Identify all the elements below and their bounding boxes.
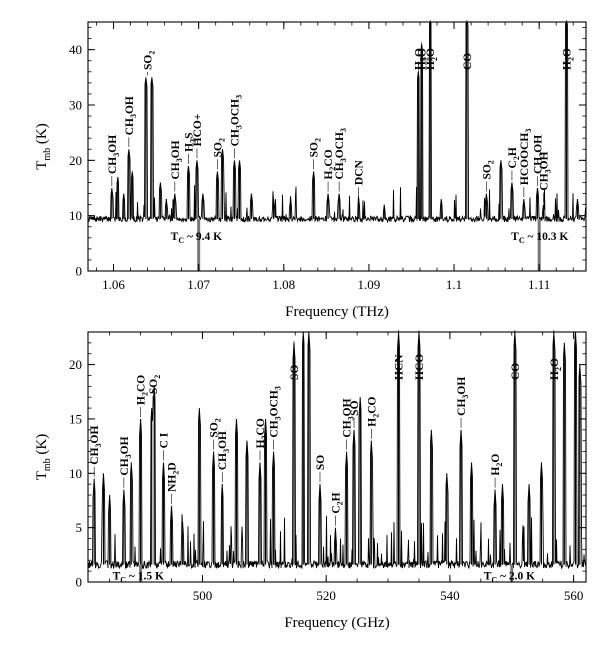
line-annotation-7: SO2 xyxy=(209,418,223,437)
x-axis-title: Frequency (GHz) xyxy=(284,615,389,631)
line-annotation-19: CH3OH xyxy=(456,377,470,416)
x-tick-label: 500 xyxy=(193,588,213,603)
x-tick-label: 520 xyxy=(316,588,336,603)
x-tick-label: 1.07 xyxy=(187,277,210,292)
line-annotation-5: C I xyxy=(158,432,170,448)
x-axis-title: Frequency (THz) xyxy=(285,304,389,320)
line-annotation-6: HCO+ xyxy=(192,114,204,147)
line-annotation-10: H2CO xyxy=(323,149,337,179)
tc-label-2: TC ~ 10.3 K xyxy=(511,231,568,245)
line-annotation-1: CH3OH xyxy=(89,426,103,465)
line-annotation-5: H2S xyxy=(183,133,197,152)
x-tick-label: 540 xyxy=(440,588,460,603)
line-annotation-11: SO xyxy=(289,365,301,380)
tc-marker-1 xyxy=(197,218,201,271)
line-annotation-2: CH3OH xyxy=(124,96,138,135)
line-annotation-12: DCN xyxy=(354,159,366,185)
tc-label-2: TC ~ 2.0 K xyxy=(484,571,535,585)
x-tick-label: 1.1 xyxy=(446,277,462,292)
line-annotation-11: CH3OCH3 xyxy=(334,128,348,179)
line-annotation-16: CO xyxy=(462,53,474,70)
line-annotation-22: H2O xyxy=(549,358,563,380)
y-tick-label: 5 xyxy=(76,520,83,535)
x-tick-label: 1.06 xyxy=(102,277,125,292)
plot-frame xyxy=(87,21,587,272)
line-annotation-8: CH3OCH3 xyxy=(229,95,243,146)
y-tick-label: 30 xyxy=(69,98,82,113)
line-annotation-17: HCN xyxy=(394,354,406,380)
line-annotation-9: H2CO xyxy=(255,418,269,448)
tc-marker-2 xyxy=(537,218,541,271)
y-axis-title: Tmb (K) xyxy=(34,434,53,481)
line-annotation-4: CH3OH xyxy=(170,140,184,179)
y-tick-label: 15 xyxy=(69,411,82,426)
line-annotation-10: CH3OCH3 xyxy=(269,386,283,437)
line-annotation-14: H2O xyxy=(417,48,431,70)
y-tick-label: 20 xyxy=(69,153,82,168)
line-annotation-21: CO xyxy=(510,363,522,380)
line-annotation-22: H2O xyxy=(561,48,575,70)
line-annotation-15: SO xyxy=(349,400,361,415)
line-annotation-21: CH3OH xyxy=(538,151,552,190)
line-annotation-4: SO2 xyxy=(148,375,162,394)
line-annotation-17: SO2 xyxy=(481,160,495,179)
line-annotation-1: CH3OH xyxy=(107,135,121,174)
line-annotation-13: H2O xyxy=(413,48,427,70)
x-tick-label: 560 xyxy=(564,588,584,603)
line-annotation-7: SO2 xyxy=(212,138,226,157)
y-tick-label: 20 xyxy=(69,357,82,372)
line-annotation-14: CH3OH xyxy=(342,398,356,437)
line-annotation-16: H2CO xyxy=(366,396,380,426)
line-annotation-18: HCO xyxy=(414,354,426,380)
line-annotation-9: SO2 xyxy=(309,138,323,157)
line-annotation-2: CH3OH xyxy=(119,436,133,475)
y-tick-label: 0 xyxy=(76,264,83,279)
x-tick-label: 1.09 xyxy=(358,277,381,292)
line-annotation-8: CH3OH xyxy=(217,431,231,470)
line-annotation-13: C2H xyxy=(330,492,344,513)
y-axis-title: Tmb (K) xyxy=(34,123,53,170)
x-tick-label: 1.11 xyxy=(528,277,550,292)
line-annotation-12: SO xyxy=(315,455,327,470)
tc-label-1: TC ~ 9.4 K xyxy=(171,231,222,245)
y-tick-label: 10 xyxy=(69,208,82,223)
spectrum-trace xyxy=(88,22,586,224)
y-tick-label: 0 xyxy=(76,575,83,590)
line-annotation-3: H2CO xyxy=(136,375,150,405)
tc-marker-1 xyxy=(139,564,143,582)
line-annotation-3: SO2 xyxy=(143,51,157,70)
y-tick-label: 10 xyxy=(69,466,82,481)
line-annotation-18: C2H xyxy=(507,147,521,168)
line-annotation-19: HCOOCH3 xyxy=(519,129,533,185)
line-annotation-6: NH2D xyxy=(167,462,181,492)
tc-marker-2 xyxy=(510,564,514,582)
y-tick-label: 40 xyxy=(69,42,82,57)
line-annotation-20: CH3OH xyxy=(532,135,546,174)
tc-label-1: TC ~ 1.5 K xyxy=(113,571,164,585)
x-tick-label: 1.08 xyxy=(272,277,295,292)
line-annotation-15: H2O xyxy=(425,48,439,70)
line-annotation-20: H2O xyxy=(490,454,504,476)
plot-frame xyxy=(87,331,587,583)
